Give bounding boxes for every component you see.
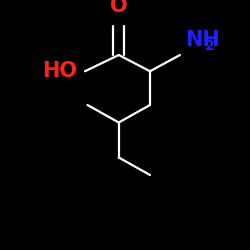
Text: HO: HO — [42, 61, 78, 81]
Text: NH: NH — [185, 30, 220, 50]
Text: 2: 2 — [205, 38, 215, 52]
Text: O: O — [110, 0, 128, 16]
